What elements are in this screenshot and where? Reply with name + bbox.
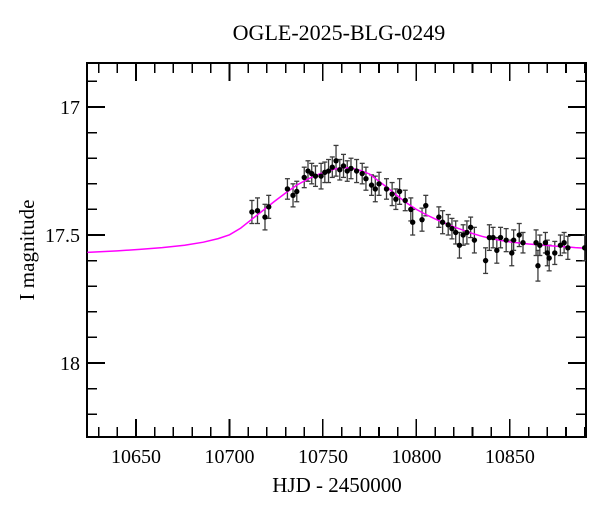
data-point (471, 237, 478, 243)
data-point (546, 255, 552, 261)
y-tick-label: 17.5 (45, 225, 80, 247)
y-tick-label: 18 (60, 353, 80, 375)
data-point (581, 245, 586, 251)
data-point (290, 192, 296, 199)
data-point (494, 247, 500, 254)
data-point (509, 250, 515, 256)
data-points (249, 158, 586, 269)
data-point (254, 208, 261, 214)
data-point (423, 202, 429, 209)
data-point (389, 191, 395, 197)
y-axis-title: I magnitude (15, 200, 39, 301)
data-point (312, 173, 319, 179)
data-point (456, 242, 463, 248)
data-point (419, 216, 425, 223)
y-tick-label: 17 (60, 97, 80, 119)
plot-content (87, 144, 586, 282)
data-point (340, 163, 347, 169)
data-point (409, 219, 416, 225)
data-point (383, 186, 390, 192)
data-point (445, 222, 451, 228)
data-point (544, 250, 550, 256)
data-point (467, 224, 474, 231)
data-point (329, 164, 335, 170)
data-point (363, 176, 369, 182)
data-point (294, 188, 300, 195)
data-point (552, 250, 558, 256)
data-point (510, 237, 517, 243)
data-point (348, 165, 354, 172)
x-tick-labels: 10650 10700 10750 10800 10850 (111, 446, 535, 468)
data-point (376, 181, 382, 187)
chart-title: OGLE-2025-BLG-0249 (233, 20, 446, 45)
error-bars (249, 144, 586, 282)
data-point (486, 234, 493, 241)
x-tick-label: 10650 (111, 446, 161, 468)
plot-area: 10650 10700 10750 10800 10850 17 17.5 18 (45, 62, 587, 468)
data-point (333, 158, 339, 164)
data-point (318, 173, 324, 179)
x-tick-label: 10700 (204, 446, 254, 468)
data-point (482, 257, 489, 264)
x-tick-label: 10750 (298, 446, 348, 468)
data-point (284, 186, 291, 192)
y-axis-ticks (87, 80, 586, 416)
y-tick-labels: 17 17.5 18 (45, 97, 80, 375)
data-point (439, 219, 446, 225)
data-point (337, 167, 343, 173)
x-tick-label: 10800 (391, 446, 441, 468)
x-tick-label: 10850 (485, 446, 535, 468)
data-point (408, 206, 414, 213)
data-point (262, 214, 268, 220)
data-point (542, 240, 549, 246)
data-point (452, 229, 459, 236)
data-point (249, 209, 255, 215)
data-point (516, 232, 522, 238)
data-point (503, 237, 509, 243)
x-axis-ticks (97, 63, 586, 437)
data-point (535, 263, 541, 269)
data-point (368, 182, 375, 188)
data-point (396, 188, 403, 195)
data-point (301, 174, 307, 181)
data-point (393, 196, 399, 202)
data-point (464, 229, 470, 236)
data-point (359, 170, 365, 177)
data-point (353, 168, 360, 174)
x-axis-title: HJD - 2450000 (272, 473, 402, 497)
data-point (372, 186, 378, 192)
data-point (497, 234, 504, 241)
data-point (537, 242, 543, 248)
data-point (561, 240, 567, 246)
data-point (436, 214, 442, 220)
data-point (325, 168, 332, 174)
data-point (490, 234, 496, 241)
data-point (520, 240, 526, 246)
data-point (565, 245, 571, 251)
data-point (402, 197, 408, 204)
data-point (449, 225, 455, 232)
data-point (266, 204, 272, 210)
